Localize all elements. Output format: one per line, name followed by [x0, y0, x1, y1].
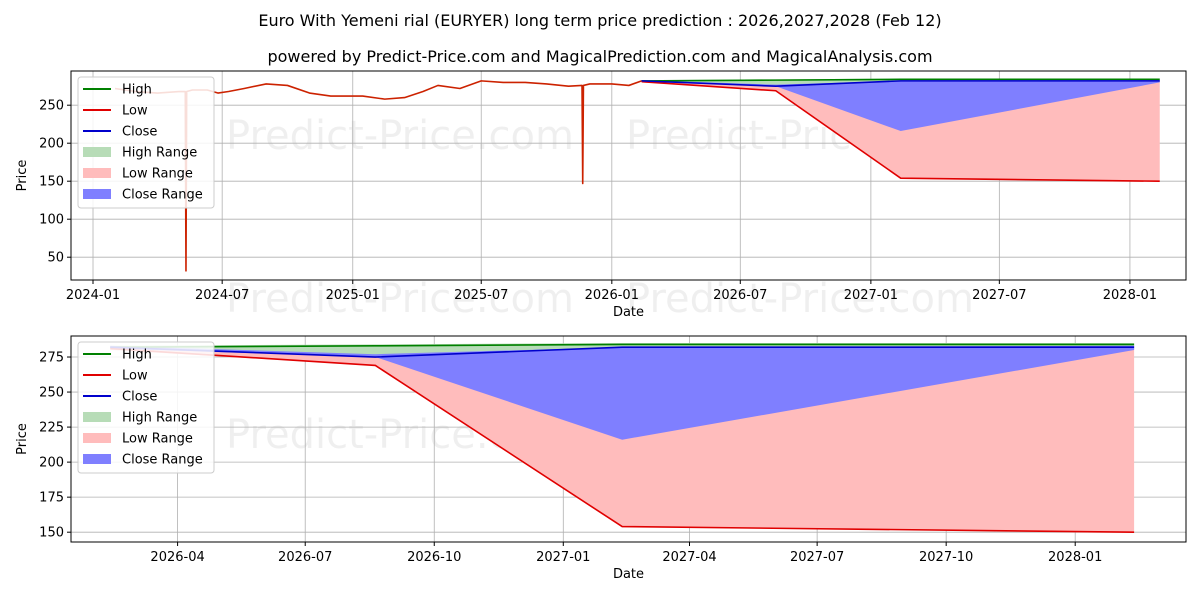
x-tick-label: 2027-07: [972, 288, 1026, 303]
x-tick-label: 2024-01: [66, 288, 120, 303]
close-legend-label: Close: [122, 390, 157, 405]
y-tick-label: 150: [39, 175, 64, 190]
close-series-line: [110, 346, 1135, 358]
legend: High Low Close High Range Low Range Close Ran…: [77, 76, 215, 209]
y-tick-label: 200: [39, 137, 64, 152]
y-axis-label: Price: [15, 160, 30, 192]
close-legend-label: Close: [122, 125, 157, 140]
low-series-line: [641, 80, 1160, 182]
x-axis-label: Date: [613, 305, 644, 320]
overview-panel: Predict-Price.com Predict-Price.com Predic…: [15, 70, 1187, 322]
x-tick-label: 2026-10: [407, 550, 461, 565]
x-tick-label: 2027-01: [536, 550, 590, 565]
low-legend-label: Low: [122, 104, 148, 119]
x-tick-label: 2024-07: [195, 288, 249, 303]
x-tick-label: 2027-04: [662, 550, 716, 565]
y-tick-label: 250: [39, 99, 64, 114]
y-axis-label: Price: [15, 423, 30, 455]
close-series-line: [641, 80, 1160, 88]
y-tick-label: 250: [39, 386, 64, 401]
legend-box: [77, 341, 215, 474]
chart-title: Euro With Yemeni rial (EURYER) long term…: [258, 11, 941, 30]
x-tick-label: 2025-01: [326, 288, 380, 303]
x-tick-label: 2028-01: [1103, 288, 1157, 303]
close-range-band: [110, 345, 1135, 440]
y-tick-label: 200: [39, 456, 64, 471]
x-tick-label: 2025-07: [454, 288, 508, 303]
y-tick-label: 225: [39, 421, 64, 436]
y-tick-label: 150: [39, 526, 64, 541]
high-range-legend-label: High Range: [122, 146, 197, 161]
close-range-legend-label: Close Range: [122, 453, 203, 468]
chart-subtitle: powered by Predict-Price.com and Magical…: [267, 47, 932, 66]
watermark-text: Predict-Price.com: [226, 113, 574, 159]
x-tick-label: 2026-07: [713, 288, 767, 303]
y-tick-label: 275: [39, 351, 64, 366]
low-legend-label: Low: [122, 369, 148, 384]
x-tick-label: 2027-01: [844, 288, 898, 303]
watermark-text: Predict-Price.com: [626, 276, 974, 322]
y-tick-label: 100: [39, 213, 64, 228]
legend-box: [77, 76, 215, 209]
high-series-line: [641, 78, 1160, 82]
y-tick-label: 175: [39, 491, 64, 506]
axes-frame: [70, 335, 1187, 543]
close-range-legend-swatch: [83, 454, 111, 464]
high-range-legend-swatch: [83, 147, 111, 157]
legend: High Low Close High Range Low Range Close Ran…: [77, 341, 215, 474]
close-range-legend-swatch: [83, 189, 111, 199]
high-series-line: [110, 343, 1135, 349]
x-tick-label: 2027-07: [790, 550, 844, 565]
forecast-panel: Predict-Price.comPredict-Price.com2026-0…: [15, 335, 1187, 582]
close-range-band: [641, 80, 1160, 132]
axes-frame: [70, 70, 1187, 281]
plot-marks: [110, 343, 1135, 533]
watermark-text: Predict-Price.com: [226, 276, 574, 322]
low-range-legend-label: Low Range: [122, 432, 193, 447]
low-series-line: [110, 347, 1135, 533]
high-legend-label: High: [122, 348, 152, 363]
high-range-legend-label: High Range: [122, 411, 197, 426]
x-tick-label: 2026-01: [585, 288, 639, 303]
high-range-legend-swatch: [83, 412, 111, 422]
x-axis-label: Date: [613, 567, 644, 582]
x-tick-label: 2027-10: [919, 550, 973, 565]
x-tick-label: 2028-01: [1048, 550, 1102, 565]
x-tick-label: 2026-07: [278, 550, 332, 565]
low-range-legend-swatch: [83, 433, 111, 443]
close-range-legend-label: Close Range: [122, 188, 203, 203]
low-range-legend-label: Low Range: [122, 167, 193, 182]
low-range-legend-swatch: [83, 168, 111, 178]
x-tick-label: 2026-04: [150, 550, 204, 565]
y-tick-label: 50: [47, 251, 64, 266]
high-legend-label: High: [122, 83, 152, 98]
